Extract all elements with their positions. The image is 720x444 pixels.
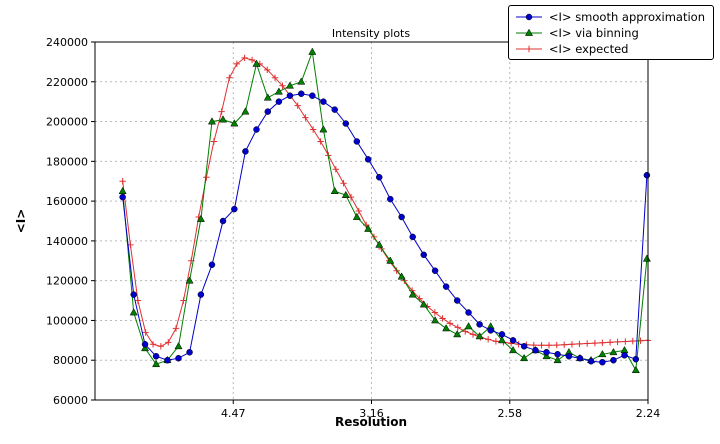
legend-item-expected: <I> expected bbox=[514, 41, 705, 56]
series-i-via-binning bbox=[118, 47, 651, 374]
y-tick-label: 200000 bbox=[46, 116, 88, 129]
y-tick-label: 60000 bbox=[53, 394, 88, 407]
x-tick-label: 2.24 bbox=[636, 407, 661, 420]
legend-label: <I> via binning bbox=[548, 25, 639, 40]
x-axis-label: Resolution bbox=[334, 415, 408, 429]
legend-item-smooth-approximation: <I> smooth approximation bbox=[514, 9, 705, 24]
legend-label: <I> smooth approximation bbox=[548, 9, 705, 24]
x-tick-label: 4.47 bbox=[221, 407, 246, 420]
legend-marker-expected-icon bbox=[515, 45, 542, 52]
legend-marker-smooth-approximation-icon bbox=[515, 13, 542, 20]
y-tick-label: 240000 bbox=[46, 36, 88, 49]
y-tick-label: 120000 bbox=[46, 275, 88, 288]
chart-title: Intensity plots bbox=[331, 27, 411, 40]
tick-labels: 60000 80000 100000 120000 140000 160000 180000… bbox=[46, 36, 660, 420]
legend-marker-via-binning-icon bbox=[515, 28, 542, 36]
legend-item-via-binning: <I> via binning bbox=[514, 25, 705, 40]
y-tick-label: 220000 bbox=[46, 76, 88, 89]
y-tick-label: 140000 bbox=[46, 235, 88, 248]
x-tick-label: 3.16 bbox=[359, 407, 384, 420]
legend: <I> smooth approximation <I> via binning… bbox=[507, 5, 714, 60]
series-i-expected bbox=[119, 54, 652, 350]
series-i-smooth-approximation bbox=[119, 90, 651, 366]
y-tick-label: 80000 bbox=[53, 354, 88, 367]
axis-ticks bbox=[91, 41, 649, 404]
legend-label: <I> expected bbox=[548, 41, 629, 56]
y-axis-label: <I> bbox=[14, 208, 28, 234]
x-tick-label: 2.58 bbox=[498, 407, 523, 420]
y-tick-label: 100000 bbox=[46, 314, 88, 327]
y-tick-label: 180000 bbox=[46, 155, 88, 168]
y-tick-label: 160000 bbox=[46, 195, 88, 208]
